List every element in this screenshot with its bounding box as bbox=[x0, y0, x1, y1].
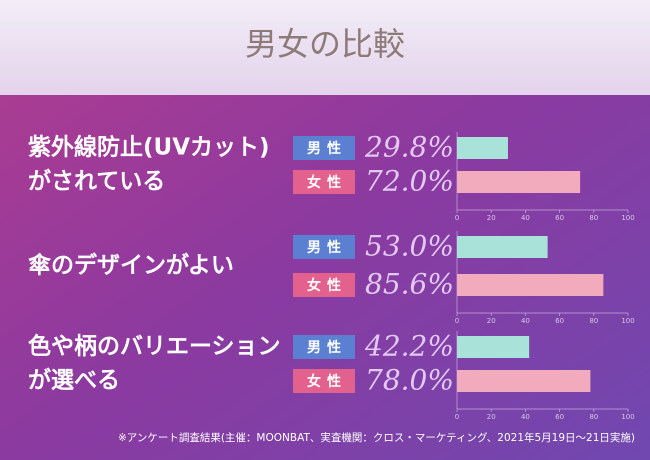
bar bbox=[457, 370, 591, 392]
question: がされている bbox=[28, 168, 165, 195]
page-title: 男女の比較 bbox=[245, 25, 405, 63]
question: 色や柄のバリエーション bbox=[28, 333, 281, 360]
x-tick-label: 40 bbox=[521, 317, 530, 325]
x-tick-label: 0 bbox=[455, 317, 459, 325]
category-label: 女性 bbox=[307, 174, 347, 191]
x-tick-label: 0 bbox=[455, 413, 459, 421]
bar bbox=[457, 171, 581, 193]
value-label: 85.6% bbox=[365, 268, 454, 301]
badge bbox=[293, 273, 355, 297]
x-tick-label: 40 bbox=[521, 214, 530, 222]
badge bbox=[293, 170, 355, 194]
value-label: 29.8% bbox=[364, 131, 454, 164]
category-label: 男性 bbox=[307, 339, 347, 356]
value-label: 72.0% bbox=[365, 165, 454, 198]
badge bbox=[293, 335, 355, 359]
badge bbox=[293, 136, 355, 160]
x-tick-label: 20 bbox=[487, 317, 496, 325]
question: 傘のデザインがよい bbox=[28, 252, 234, 279]
bar bbox=[457, 336, 530, 358]
category-label: 女性 bbox=[307, 373, 347, 390]
bar bbox=[457, 236, 548, 258]
category-label: 男性 bbox=[307, 239, 347, 256]
x-tick-label: 100 bbox=[621, 413, 634, 421]
value-label: 78.0% bbox=[365, 364, 454, 397]
bar bbox=[457, 137, 508, 159]
x-tick-label: 60 bbox=[555, 317, 564, 325]
footnote: ※アンケート調査結果(主催：MOONBAT、実査機関：クロス・マーケティング、2… bbox=[118, 431, 635, 444]
x-tick-label: 20 bbox=[487, 214, 496, 222]
badge bbox=[293, 235, 355, 259]
header-band bbox=[0, 0, 650, 95]
x-tick-label: 100 bbox=[621, 214, 634, 222]
category-label: 男性 bbox=[307, 140, 347, 157]
x-tick-label: 80 bbox=[589, 413, 598, 421]
x-tick-label: 60 bbox=[555, 214, 564, 222]
category-label: 女性 bbox=[307, 277, 347, 294]
badge bbox=[293, 369, 355, 393]
x-tick-label: 0 bbox=[455, 214, 459, 222]
x-tick-label: 100 bbox=[621, 317, 634, 325]
x-tick-label: 40 bbox=[521, 413, 530, 421]
value-label: 42.2% bbox=[364, 330, 454, 363]
question: 紫外線防止(UVカット) bbox=[28, 134, 270, 161]
bar bbox=[457, 274, 604, 296]
question: が選べる bbox=[28, 367, 120, 394]
x-tick-label: 80 bbox=[589, 317, 598, 325]
x-tick-label: 20 bbox=[487, 413, 496, 421]
value-label: 53.0% bbox=[365, 230, 454, 263]
x-tick-label: 80 bbox=[589, 214, 598, 222]
x-tick-label: 60 bbox=[555, 413, 564, 421]
